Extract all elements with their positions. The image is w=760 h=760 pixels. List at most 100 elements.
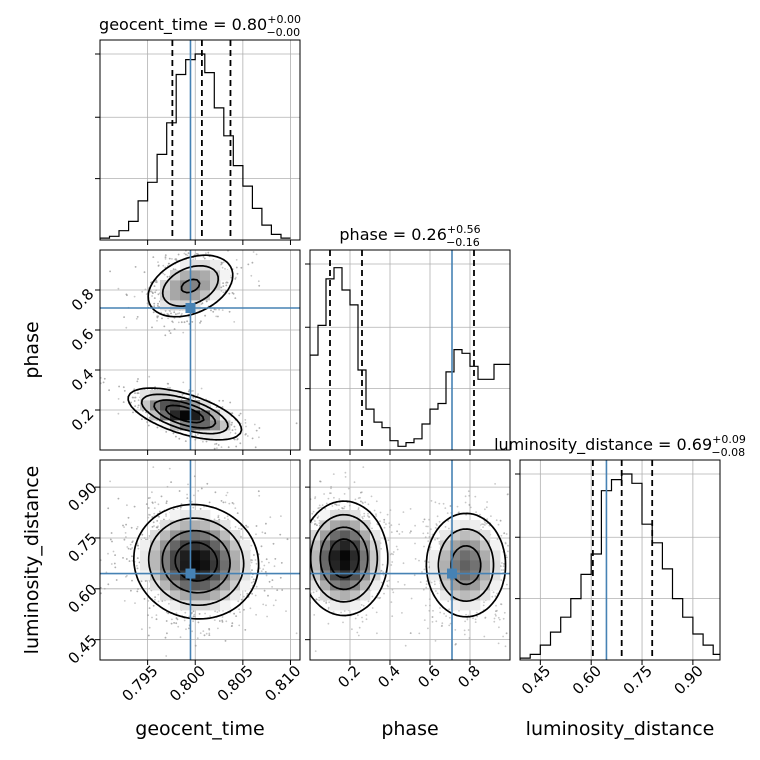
sample-point xyxy=(167,262,170,265)
sample-point xyxy=(439,607,441,609)
sample-point xyxy=(397,581,399,583)
sample-point xyxy=(333,496,335,499)
sample-point xyxy=(217,627,219,630)
sample-point xyxy=(109,480,111,483)
sample-point xyxy=(235,266,238,269)
sample-point xyxy=(148,626,151,629)
sample-point xyxy=(151,616,153,619)
sample-point xyxy=(463,633,466,636)
sample-point xyxy=(235,615,238,617)
sample-point xyxy=(239,442,242,445)
sample-point xyxy=(379,511,382,514)
sample-point xyxy=(221,266,224,269)
sample-point xyxy=(205,252,207,255)
sample-point xyxy=(117,398,120,400)
sample-point xyxy=(233,425,236,428)
sample-point xyxy=(380,569,383,572)
sample-point xyxy=(373,509,376,512)
density-cell xyxy=(370,550,381,561)
sample-point xyxy=(338,498,341,500)
sample-point xyxy=(507,550,509,553)
sample-point xyxy=(254,559,257,561)
sample-point xyxy=(126,504,128,507)
sample-point xyxy=(274,599,277,602)
sample-point xyxy=(377,596,379,599)
sample-point xyxy=(425,583,428,585)
sample-point xyxy=(126,294,128,297)
sample-point xyxy=(115,579,118,581)
sample-point xyxy=(203,634,206,637)
density-cell xyxy=(190,410,201,421)
sample-point xyxy=(160,495,163,498)
density-cell xyxy=(150,550,161,561)
sample-point xyxy=(202,256,205,258)
sample-point xyxy=(316,524,318,527)
sample-point xyxy=(200,487,203,490)
sample-point xyxy=(360,604,363,606)
sample-point xyxy=(236,272,239,275)
sample-point xyxy=(123,526,125,528)
sample-point xyxy=(386,580,389,583)
density-cell xyxy=(150,580,161,591)
density-cell xyxy=(330,540,341,551)
sample-point xyxy=(255,585,258,588)
density-cell xyxy=(350,600,361,611)
sample-point xyxy=(166,275,169,278)
density-cell xyxy=(160,420,171,431)
density-cell xyxy=(140,570,151,581)
sample-point xyxy=(392,553,394,556)
sample-point xyxy=(181,394,184,396)
sample-point xyxy=(295,632,298,635)
sample-point xyxy=(485,506,488,509)
sample-point xyxy=(217,315,219,318)
density-cell xyxy=(170,590,181,601)
sample-point xyxy=(199,632,202,634)
sample-point xyxy=(351,628,353,631)
sample-point xyxy=(205,440,208,443)
sample-point xyxy=(356,631,359,634)
density-cell xyxy=(480,590,491,601)
sample-point xyxy=(501,562,503,564)
sample-point xyxy=(261,560,263,563)
sample-point xyxy=(193,494,195,497)
density-cell xyxy=(180,410,191,421)
density-cell xyxy=(160,540,171,551)
density-cell xyxy=(190,560,201,571)
density-cell xyxy=(330,510,341,521)
sample-point xyxy=(229,401,232,404)
density-cell xyxy=(220,560,231,571)
density-cell xyxy=(470,570,481,581)
sample-point xyxy=(222,285,225,287)
density-cell xyxy=(220,430,231,441)
sample-point xyxy=(362,604,365,607)
density-cell xyxy=(490,580,501,591)
density-geocent_time-luminosity_distance xyxy=(100,466,298,657)
sample-point xyxy=(318,522,321,525)
sample-point xyxy=(431,621,434,623)
sample-point xyxy=(395,545,398,548)
sample-point xyxy=(434,527,437,529)
sample-point xyxy=(255,533,257,536)
sample-point xyxy=(197,621,200,624)
sample-point xyxy=(272,604,275,607)
density-cell xyxy=(160,300,171,311)
sample-point xyxy=(327,497,330,500)
density-cell xyxy=(180,520,191,531)
sample-point xyxy=(280,562,283,564)
sample-point xyxy=(153,297,156,299)
sample-point xyxy=(434,538,436,541)
sample-point xyxy=(463,629,466,632)
sample-point xyxy=(448,527,450,530)
sample-point xyxy=(217,444,220,446)
sample-point xyxy=(502,617,505,620)
sample-point xyxy=(147,634,150,637)
sample-point xyxy=(156,319,158,322)
sample-point xyxy=(147,497,150,499)
density-cell xyxy=(160,580,171,591)
sample-point xyxy=(177,253,180,256)
sample-point xyxy=(123,600,126,602)
sample-point xyxy=(457,511,460,514)
sample-point xyxy=(174,258,177,261)
density-cell xyxy=(180,530,191,541)
sample-point xyxy=(186,497,189,499)
